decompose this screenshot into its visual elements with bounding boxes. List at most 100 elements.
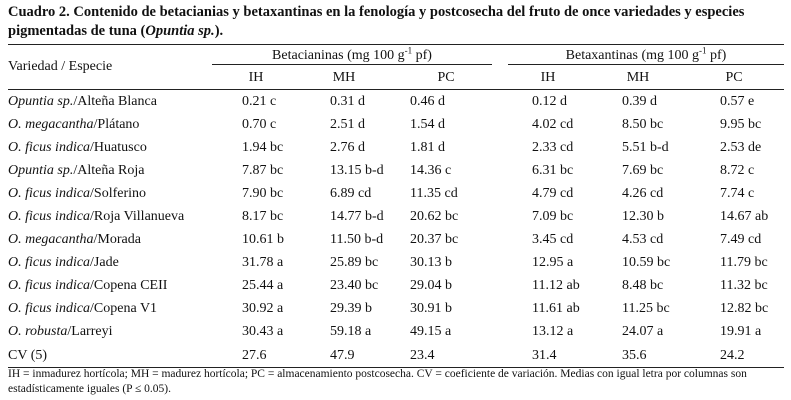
table-cell: 7.90 bc bbox=[242, 185, 284, 201]
table-cell: 0.31 d bbox=[330, 93, 365, 109]
row-genus: O. ficus indica bbox=[8, 139, 91, 155]
col-header-ih-2: IH bbox=[504, 67, 592, 90]
table-cell: 31.78 a bbox=[242, 255, 284, 271]
table-cell: 13.15 b-d bbox=[330, 162, 384, 178]
row-label: Opuntia sp./Alteña Roja bbox=[8, 159, 212, 182]
row-label: O. ficus indica/Roja Villanueva bbox=[8, 205, 212, 228]
table-cell: 24.2 bbox=[684, 344, 784, 369]
col-header-mh-1: MH bbox=[300, 67, 388, 90]
table-cell: 11.50 b-d bbox=[330, 232, 384, 248]
table-cell: 14.77 b-d bbox=[330, 209, 384, 225]
row-label: O. ficus indica/Copena CEII bbox=[8, 275, 212, 298]
table-cell: 8.17 bc bbox=[242, 209, 284, 225]
table-cell: 12.95 a bbox=[532, 255, 574, 271]
table-cell: 7.87 bc bbox=[242, 162, 284, 178]
table-body: Opuntia sp. /Alteña Blanca 0.21 c 0.31 d 0.4… bbox=[8, 90, 784, 369]
table-cell: 0.39 d bbox=[622, 93, 657, 109]
caption-italic: Opuntia sp. bbox=[145, 23, 215, 39]
row-variety: /Huatusco bbox=[90, 139, 147, 155]
table-row: O. ficus indica/Huatusco 1.94 bc 2.76 d 1.8… bbox=[8, 136, 784, 159]
table-cell: 20.37 bc bbox=[410, 232, 459, 248]
table-cell: 4.53 cd bbox=[622, 232, 664, 248]
table-cell: 11.32 bc bbox=[720, 278, 768, 294]
row-variety: /Larreyi bbox=[67, 324, 113, 340]
row-genus: O. ficus indica bbox=[8, 278, 91, 294]
row-variety: /Alteña Blanca bbox=[73, 93, 157, 109]
row-label: O. megacantha/Plátano bbox=[8, 113, 212, 136]
table-cell: 8.50 bc bbox=[622, 116, 664, 132]
row-variety: /Copena CEII bbox=[90, 278, 168, 294]
table-cell: 5.51 b-d bbox=[622, 139, 669, 155]
row-label: O. megacantha/Morada bbox=[8, 229, 212, 252]
row-genus: O. megacantha bbox=[8, 116, 94, 132]
table-cell: 2.76 d bbox=[330, 139, 365, 155]
table-cell: 1.94 bc bbox=[242, 139, 284, 155]
col-header-pc-1: PC bbox=[388, 67, 504, 90]
table-cell: 7.09 bc bbox=[532, 209, 574, 225]
table-cell: 1.54 d bbox=[410, 116, 445, 132]
row-label: O. ficus indica/Copena V1 bbox=[8, 298, 212, 321]
table-cell: 10.61 b bbox=[242, 232, 284, 248]
table-cell: 7.49 cd bbox=[720, 232, 762, 248]
table-cell: 11.61 ab bbox=[532, 301, 580, 317]
table-cell: 4.79 cd bbox=[532, 185, 574, 201]
table-cell: 11.79 bc bbox=[720, 255, 768, 271]
table-cell: 11.35 cd bbox=[410, 185, 458, 201]
row-genus: Opuntia sp. bbox=[8, 162, 74, 178]
caption-prefix: Cuadro 2. Contenido de betacianias y bet… bbox=[8, 4, 745, 39]
table-cell: 23.40 bc bbox=[330, 278, 379, 294]
table-cell: 4.02 cd bbox=[532, 116, 574, 132]
table-row: O. robusta/Larreyi 30.43 a 59.18 a 49.15 a 1… bbox=[8, 321, 784, 344]
table-cell: 30.43 a bbox=[242, 324, 284, 340]
group-header-betacianinas: Betacianinas (mg 100 g-1 pf) bbox=[212, 44, 504, 67]
row-variety: /Roja Villanueva bbox=[90, 209, 185, 225]
row-genus: O. ficus indica bbox=[8, 255, 91, 271]
col-header-pc-2: PC bbox=[684, 67, 784, 90]
row-label: O. ficus indica/Huatusco bbox=[8, 136, 212, 159]
table-row: Opuntia sp./Alteña Roja 7.87 bc 13.15 b-d 1… bbox=[8, 159, 784, 182]
table-cell: 2.51 d bbox=[330, 116, 365, 132]
table-cell: 35.6 bbox=[592, 344, 684, 369]
table-cell: 0.21 c bbox=[242, 93, 277, 109]
table-row: O. megacantha/Plátano 0.70 c 2.51 d 1.54 d 4… bbox=[8, 113, 784, 136]
row-label: O. robusta/Larreyi bbox=[8, 321, 212, 344]
row-variety: /Solferino bbox=[90, 185, 147, 201]
row-variety: /Plátano bbox=[93, 116, 140, 132]
table-row: O. ficus indica/Solferino 7.90 bc 6.89 cd 1… bbox=[8, 182, 784, 205]
table-cell: 7.69 bc bbox=[622, 162, 664, 178]
row-variety: /Alteña Roja bbox=[73, 162, 145, 178]
table-cell: 23.4 bbox=[388, 344, 504, 369]
row-header: Variedad / Especie bbox=[8, 44, 212, 90]
table-cell: 14.36 c bbox=[410, 162, 452, 178]
row-label: CV (5) bbox=[8, 344, 212, 369]
table-cell: 0.57 e bbox=[720, 93, 755, 109]
table-row: O. ficus indica/Copena V1 30.92 a 29.39 b 3… bbox=[8, 298, 784, 321]
table-cell: 0.12 d bbox=[532, 93, 567, 109]
table-cell: 12.30 b bbox=[622, 209, 664, 225]
table-cell: 14.67 ab bbox=[720, 209, 769, 225]
table-cell: 1.81 d bbox=[410, 139, 445, 155]
table-cell: 30.92 a bbox=[242, 301, 284, 317]
table-cell: 30.91 b bbox=[410, 301, 452, 317]
table-cell: 49.15 a bbox=[410, 324, 452, 340]
table-cell: 10.59 bc bbox=[622, 255, 671, 271]
caption-suffix: ). bbox=[214, 23, 224, 39]
table-cell: 12.82 bc bbox=[720, 301, 769, 317]
row-variety: /Copena V1 bbox=[90, 301, 158, 317]
table-cell: 29.04 b bbox=[410, 278, 452, 294]
table-cell: 4.26 cd bbox=[622, 185, 664, 201]
table-cell: 25.44 a bbox=[242, 278, 284, 294]
data-table: Variedad / Especie Betacianinas (mg 100 … bbox=[8, 44, 784, 369]
table-cell: 29.39 b bbox=[330, 301, 372, 317]
table-cell: 0.46 d bbox=[410, 93, 445, 109]
col-header-ih-1: IH bbox=[212, 67, 300, 90]
table-cell: 25.89 bc bbox=[330, 255, 379, 271]
table-cell: 8.48 bc bbox=[622, 278, 664, 294]
table-cell: 2.53 de bbox=[720, 139, 762, 155]
table-cell: 6.89 cd bbox=[330, 185, 372, 201]
row-variety: CV (5) bbox=[8, 347, 48, 363]
table-row: O. megacantha/Morada 10.61 b 11.50 b-d 20.3… bbox=[8, 229, 784, 252]
row-genus: O. ficus indica bbox=[8, 185, 91, 201]
row-genus: O. megacantha bbox=[8, 232, 94, 248]
table-cell: 11.12 ab bbox=[532, 278, 580, 294]
